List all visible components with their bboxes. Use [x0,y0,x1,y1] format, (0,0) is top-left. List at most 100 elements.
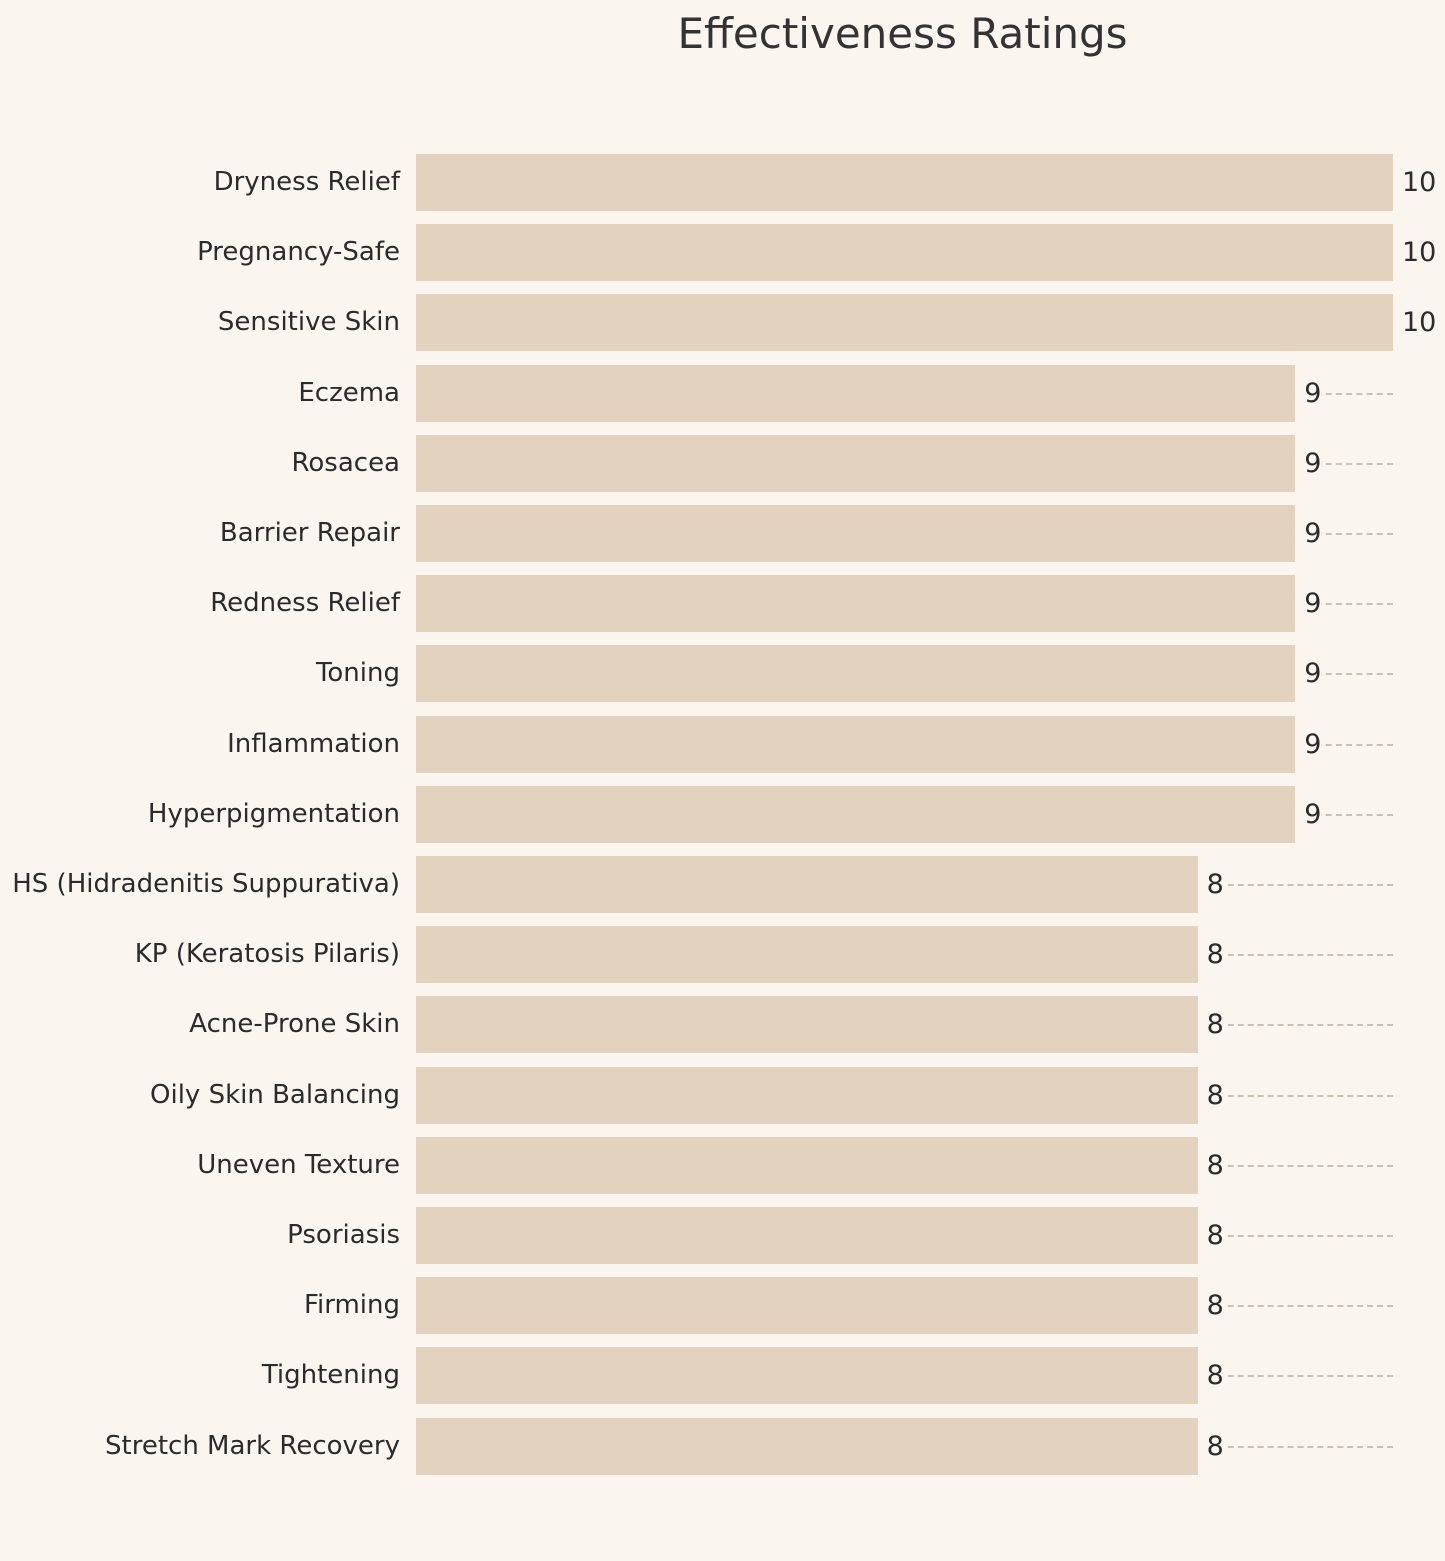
bar-row: KP (Keratosis Pilaris) 8 [0,926,1445,984]
bar-category-label: KP (Keratosis Pilaris) [134,939,400,970]
bar-category-label: Dryness Relief [213,167,400,197]
bar-row: Oily Skin Balancing 8 [0,1066,1445,1124]
bar-value-label: 10 [1393,224,1437,282]
bar-leader-dashed-line [1197,1164,1393,1167]
bar-value-label: 8 [1197,1417,1224,1475]
bar-value-label: 9 [1295,785,1322,843]
bar-value-label: 8 [1197,996,1224,1054]
bar-track: 8 [416,1207,1393,1264]
bar-category-label: Barrier Repair [219,518,400,548]
bar-track: 8 [416,1347,1393,1405]
bar-category-label: Eczema [298,377,400,408]
bar-row: Inflammation 9 [0,715,1445,773]
bar-leader-dashed-line [1197,954,1393,957]
bar-track: 8 [416,926,1393,984]
bar-value-label: 8 [1197,1347,1224,1405]
bar-category-label: Pregnancy-Safe [197,237,400,268]
bar-category-label: Tightening [261,1360,400,1391]
chart-title: Effectiveness Ratings [677,9,1128,58]
bar-value-label: 9 [1295,434,1322,492]
bar-track: 9 [416,575,1393,633]
bar-category-label: HS (Hidradenitis Suppurativa) [12,869,400,899]
bar-track: 8 [416,1417,1393,1475]
bar-value-label: 8 [1197,1136,1224,1194]
bar-leader-dashed-line [1197,1094,1393,1097]
bar-fill [416,715,1296,773]
bar-category-label: Uneven Texture [197,1149,400,1180]
bar-category-label: Stretch Mark Recovery [105,1430,400,1461]
plot-area: Dryness Relief 10 Pregnancy-Safe 10 Sensitiv… [0,154,1445,1484]
bar-fill [416,1417,1198,1475]
bar-fill [416,785,1296,843]
bar-row: Dryness Relief 10 [0,154,1445,211]
bar-track: 9 [416,645,1393,703]
bar-category-label: Redness Relief [210,588,400,619]
bar-value-label: 8 [1197,1277,1224,1335]
bar-category-label: Hyperpigmentation [147,798,400,829]
bar-track: 10 [416,294,1437,352]
bar-category-label: Rosacea [291,447,400,478]
bar-leader-dashed-line [1197,1445,1393,1448]
bar-row: Redness Relief 9 [0,575,1445,633]
bar-fill [416,1207,1198,1264]
bar-leader-dashed-line [1295,743,1393,746]
bar-row: Stretch Mark Recovery 8 [0,1417,1445,1475]
bar-track: 9 [416,785,1393,843]
bar-row: Toning 9 [0,645,1445,703]
bar-track: 8 [416,856,1393,913]
bar-row: Rosacea 9 [0,434,1445,492]
bar-row: Pregnancy-Safe 10 [0,224,1445,282]
bar-value-label: 8 [1197,856,1224,913]
bar-track: 8 [416,1136,1393,1194]
bar-fill [416,926,1198,984]
bar-row: Barrier Repair 9 [0,505,1445,562]
bar-category-label: Acne-Prone Skin [189,1009,400,1040]
bar-leader-dashed-line [1197,884,1393,886]
bar-fill [416,294,1393,352]
bar-value-label: 8 [1197,1207,1224,1264]
bar-value-label: 9 [1295,505,1322,562]
bar-track: 10 [416,154,1437,211]
bar-leader-dashed-line [1295,533,1393,535]
bar-value-label: 10 [1393,154,1437,211]
bar-track: 8 [416,1277,1393,1335]
bar-leader-dashed-line [1197,1375,1393,1378]
bar-value-label: 8 [1197,1066,1224,1124]
bar-leader-dashed-line [1197,1235,1393,1237]
bar-value-label: 9 [1295,364,1322,422]
bar-track: 9 [416,364,1393,422]
bar-value-label: 10 [1393,294,1437,352]
bar-row: Sensitive Skin 10 [0,294,1445,352]
bar-category-label: Firming [303,1290,400,1321]
bar-row: HS (Hidradenitis Suppurativa) 8 [0,856,1445,913]
bar-fill [416,434,1296,492]
bar-leader-dashed-line [1295,813,1393,816]
bar-value-label: 9 [1295,715,1322,773]
bar-leader-dashed-line [1197,1024,1393,1027]
bar-fill [416,1136,1198,1194]
bar-row: Psoriasis 8 [0,1207,1445,1264]
bar-row: Uneven Texture 8 [0,1136,1445,1194]
bar-leader-dashed-line [1295,392,1393,395]
bar-fill [416,575,1296,633]
bar-fill [416,224,1393,282]
bar-row: Tightening 8 [0,1347,1445,1405]
bar-track: 9 [416,505,1393,562]
bar-track: 8 [416,996,1393,1054]
bar-track: 9 [416,434,1393,492]
bar-category-label: Toning [315,658,400,689]
bar-category-label: Inflammation [227,728,400,759]
bar-category-label: Psoriasis [287,1220,400,1250]
bar-fill [416,154,1393,211]
bar-leader-dashed-line [1295,462,1393,465]
bar-value-label: 9 [1295,575,1322,633]
bar-fill [416,364,1296,422]
bar-fill [416,645,1296,703]
bar-leader-dashed-line [1197,1305,1393,1308]
bar-row: Eczema 9 [0,364,1445,422]
bar-fill [416,1277,1198,1335]
bar-fill [416,856,1198,913]
bar-fill [416,1066,1198,1124]
bar-track: 9 [416,715,1393,773]
